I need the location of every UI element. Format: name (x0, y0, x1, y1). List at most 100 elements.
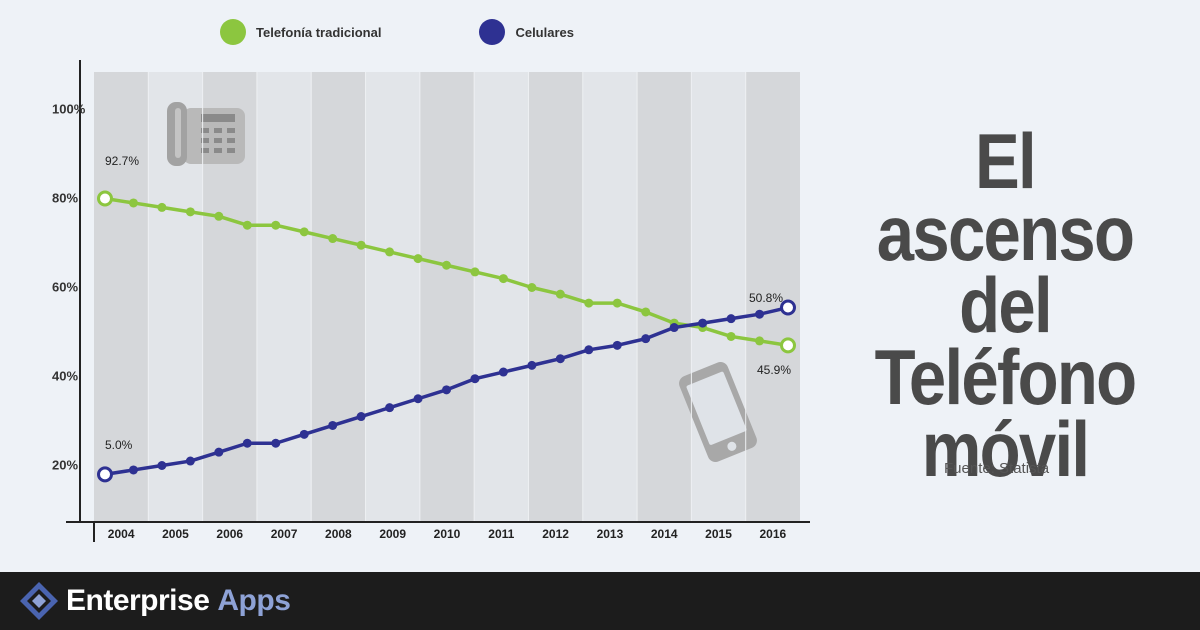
series-1-point-22 (726, 314, 736, 324)
band-2010 (419, 72, 475, 522)
headline-block: El ascenso del Teléfono móvil (820, 117, 1190, 493)
y-tick-labels: 100% 80% 60% 40% 20% (52, 102, 86, 473)
series-1-point-19 (641, 334, 651, 344)
y-tick-label-1: 80% (52, 191, 78, 206)
series-1-point-14 (498, 367, 508, 377)
x-tick-label-2015: 2015 (705, 527, 732, 541)
y-tick-label-2: 60% (52, 280, 78, 295)
smartphone-icon (679, 362, 757, 462)
series-0-point-2 (157, 202, 167, 212)
x-tick-label-2012: 2012 (542, 527, 569, 541)
diamond-logo-icon (20, 582, 58, 620)
x-tick-label-2014: 2014 (651, 527, 678, 541)
source-note: Fuente: Statista (944, 460, 1050, 477)
x-tick-label-2013: 2013 (597, 527, 624, 541)
headline-line-1: El ascenso (876, 117, 1135, 277)
series-1-point-20 (669, 323, 679, 333)
legend: Telefonía tradicional Celulares (220, 18, 672, 46)
series-0-point-9 (356, 240, 366, 250)
band-2016 (745, 72, 800, 522)
series-0-point-7 (299, 227, 309, 237)
series-0-point-1 (128, 198, 138, 208)
line-chart: 100%80%60%40%20% 2004 2005 2006 2007 2008 200… (52, 60, 810, 542)
x-tick-label-2005: 2005 (162, 527, 189, 541)
brand-part-1: Enterprise (66, 584, 210, 617)
headline-line-3: Teléfono (874, 333, 1137, 421)
axes (66, 60, 810, 542)
landline-phone-icon (167, 102, 245, 166)
series-0-point-10 (385, 247, 395, 257)
series-1-point-23 (755, 309, 765, 319)
series-1-point-9 (356, 412, 366, 422)
series-1-point-10 (385, 403, 395, 413)
series-0-point-12 (442, 260, 451, 270)
band-2009 (365, 72, 420, 522)
series-1-point-8 (328, 420, 338, 430)
series-1-point-13 (470, 374, 480, 384)
x-tick-labels: 2004 2005 2006 2007 2008 2009 2010 2011 2012 2013… (108, 527, 787, 541)
brand-part-2: Apps (217, 584, 291, 617)
series-1-point-15 (527, 360, 537, 370)
legend-item-mobile: Celulares (479, 19, 574, 45)
legend-swatch-landline (220, 19, 246, 45)
series-1-point-3 (185, 456, 195, 466)
legend-item-landline: Telefonía tradicional (220, 19, 381, 45)
series-0-point-8 (328, 234, 338, 244)
series-1-point-17 (584, 345, 594, 355)
series-0-point-15 (527, 283, 537, 292)
headline: El ascenso del Teléfono móvil (846, 117, 1164, 493)
band-2013 (582, 72, 638, 522)
x-tick-label-2016: 2016 (759, 527, 786, 541)
series-0-point-18 (612, 298, 622, 308)
series-1-point-5 (242, 438, 252, 448)
series-1-point-18 (612, 340, 622, 350)
series-1-point-4 (214, 447, 224, 457)
band-2007 (256, 72, 312, 522)
data-labels: 92.7% 45.9% 5.0% 50.8% (105, 154, 791, 452)
series-1-point-2 (157, 461, 167, 470)
legend-label-mobile: Celulares (515, 24, 574, 40)
series-1-endpoint-24 (780, 299, 796, 316)
series-1-point-6 (271, 438, 281, 448)
legend-swatch-mobile (479, 19, 506, 45)
series-1-endpoint-0 (97, 466, 113, 483)
gridlines (147, 72, 747, 522)
band-2008 (311, 72, 366, 522)
series-0-point-19 (641, 307, 651, 317)
series-0-point-16 (555, 289, 565, 299)
brand-name: Enterprise Apps (66, 584, 291, 618)
y-tick-label-4: 20% (52, 458, 78, 473)
series-0-point-3 (185, 207, 195, 217)
x-tick-label-2009: 2009 (379, 527, 406, 541)
series-0-point-14 (498, 274, 508, 284)
x-tick-label-2011: 2011 (488, 527, 514, 541)
series-1-point-16 (555, 354, 565, 364)
y-tick-label-3: 40% (52, 369, 78, 384)
series-1-point-1 (128, 465, 138, 475)
x-tick-label-2007: 2007 (271, 527, 298, 541)
series-0-point-17 (584, 298, 594, 308)
series-0-point-5 (242, 220, 252, 230)
x-tick-label-2004: 2004 (108, 527, 135, 541)
series-1-point-11 (413, 394, 423, 404)
band-2011 (474, 72, 529, 522)
legend-label-landline: Telefonía tradicional (256, 24, 382, 40)
footer-bar: Enterprise Apps (0, 572, 1200, 630)
band-2014 (637, 72, 692, 522)
series-0-point-23 (755, 336, 765, 346)
headline-line-4: móvil (921, 405, 1090, 493)
series-1-point-21 (698, 318, 708, 328)
band-2004 (94, 72, 149, 522)
series-0-point-11 (413, 254, 423, 264)
series-group (97, 190, 796, 483)
series-0-endpoint-24 (780, 337, 796, 354)
series-0-point-6 (271, 220, 281, 230)
data-label-mobile-end: 50.8% (749, 291, 783, 305)
y-tick-label-0: 100% (52, 102, 86, 117)
data-label-mobile-start: 5.0% (105, 438, 133, 452)
series-0-point-4 (214, 211, 224, 221)
series-0-point-22 (726, 331, 736, 341)
series-1-point-12 (442, 385, 451, 395)
series-0-point-13 (470, 267, 480, 277)
x-tick-label-2010: 2010 (434, 527, 461, 541)
